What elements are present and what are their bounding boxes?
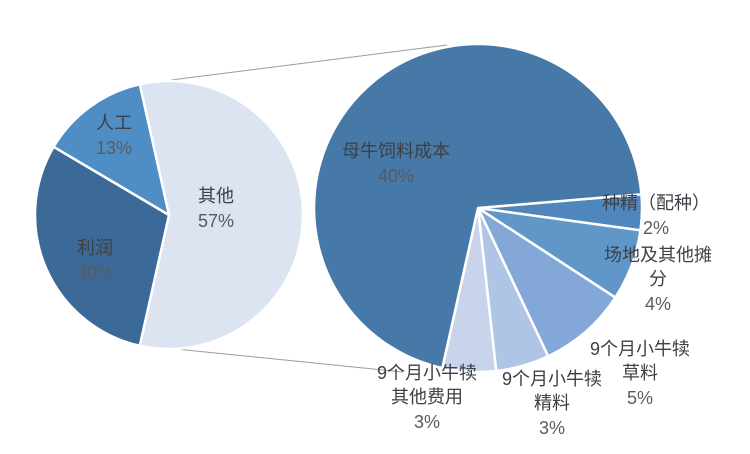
breakdown-pie-slice-5 [312,42,643,370]
main-pie-slice-2 [52,82,171,217]
connector-line-top [170,44,448,81]
connector-line-bottom [165,347,404,373]
breakdown-pie-slice-2 [476,206,617,358]
main-pie-slice-0 [138,79,305,351]
